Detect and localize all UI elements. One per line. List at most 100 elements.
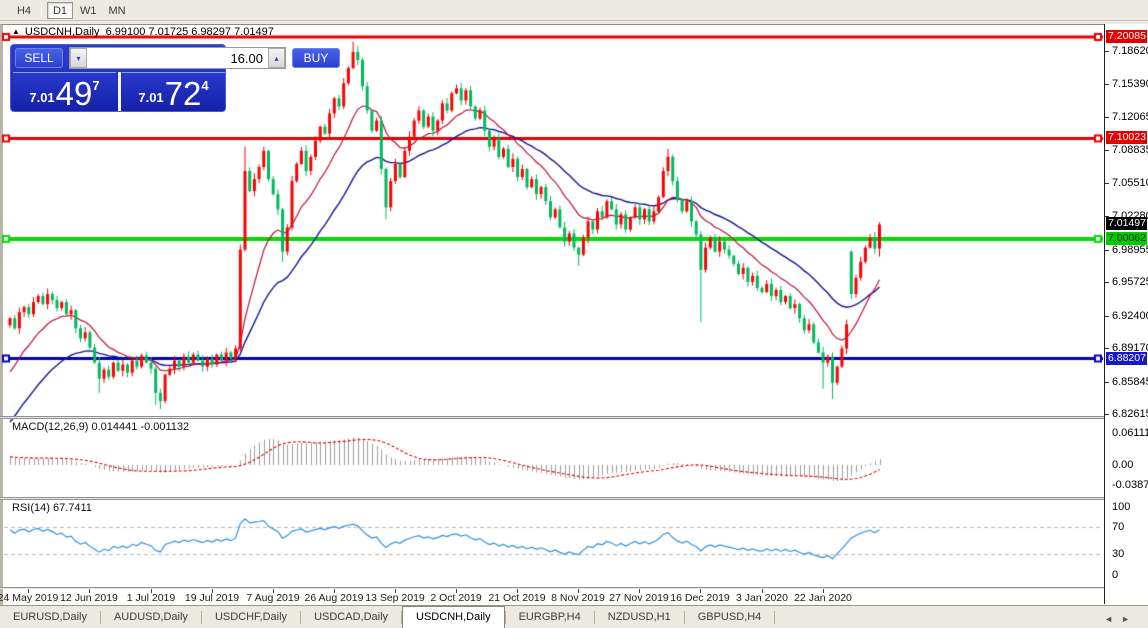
tab-usdchf-daily[interactable]: USDCHF,Daily: [214, 611, 288, 623]
buy-price-big: 72: [164, 75, 202, 112]
timeframe-button-d1[interactable]: D1: [47, 1, 73, 19]
date-label: 26 Aug 2019: [304, 592, 364, 604]
date-label: 1 Jul 2019: [126, 592, 176, 604]
price-tick-label: 7.12065: [1112, 111, 1148, 123]
date-label: 24 May 2019: [0, 592, 59, 604]
price-tick: [1105, 51, 1109, 52]
rsi-scale-label: 70: [1112, 521, 1125, 533]
price-tick-label: 6.85845: [1112, 376, 1148, 388]
price-tick: [1105, 316, 1109, 317]
date-label: 16 Dec 2019: [670, 592, 730, 604]
symbol-period-label: USDCNH,Daily: [24, 26, 100, 38]
date-axis-separator: [0, 587, 1148, 589]
price-tick-label: 6.89170: [1112, 342, 1148, 354]
symbol-collapse-icon[interactable]: ▲: [12, 27, 20, 36]
date-label: 2 Oct 2019: [430, 592, 482, 604]
tab-nzdusd-h1[interactable]: NZDUSD,H1: [607, 611, 671, 623]
buy-price-prefix: 7.01: [138, 90, 164, 105]
price-badge: 7.10023: [1106, 131, 1147, 144]
price-tick: [1105, 414, 1109, 415]
rsi-label: RSI(14) 67.7411: [12, 502, 92, 514]
rsi-pane-splitter[interactable]: [0, 497, 1148, 500]
date-tick: [823, 589, 824, 593]
tab-usdcnh-daily[interactable]: USDCNH,Daily: [402, 606, 505, 628]
date-label: 19 Jul 2019: [184, 592, 240, 604]
timeframe-button-h4[interactable]: H4: [16, 4, 32, 17]
date-tick: [334, 589, 335, 593]
date-tick: [456, 589, 457, 593]
price-tick-label: 6.82615: [1112, 408, 1148, 420]
price-tick-label: 7.05510: [1112, 177, 1148, 189]
rsi-scale-label: 0: [1112, 569, 1119, 581]
tab-gbpusd-h4[interactable]: GBPUSD,H4: [697, 611, 762, 623]
price-tick-label: 6.98955: [1112, 244, 1148, 256]
price-tick: [1105, 150, 1109, 151]
volume-input[interactable]: [87, 48, 268, 68]
price-scale[interactable]: 7.18620 7.15390 7.12065 7.08835 7.05510 7.022…: [1105, 24, 1148, 604]
macd-scale-label: 0.00: [1112, 459, 1134, 471]
chart-tab-bar: EURUSD,Daily AUDUSD,Daily USDCHF,Daily USDC…: [0, 605, 1148, 628]
macd-label: MACD(12,26,9) 0.014441 -0.001132: [12, 421, 190, 433]
price-tick-label: 6.95725: [1112, 276, 1148, 288]
macd-pane-splitter[interactable]: [0, 416, 1148, 419]
price-badge: 7.20085: [1106, 30, 1147, 43]
date-label: 27 Nov 2019: [609, 592, 669, 604]
rsi-scale-label: 100: [1112, 501, 1131, 513]
volume-increase-button[interactable]: ▴: [268, 48, 285, 68]
tab-eurusd-daily[interactable]: EURUSD,Daily: [13, 611, 87, 623]
date-tick: [395, 589, 396, 593]
date-tick: [212, 589, 213, 593]
date-tick: [639, 589, 640, 593]
price-tick: [1105, 183, 1109, 184]
date-label: 21 Oct 2019: [488, 592, 546, 604]
price-tick: [1105, 348, 1109, 349]
rsi-scale-label: 30: [1112, 548, 1125, 560]
rsi-value: 67.7411: [52, 502, 92, 514]
sell-price-tile[interactable]: 7.01 49 7: [13, 72, 116, 111]
macd-scale-label: 0.061119: [1112, 427, 1148, 439]
volume-decrease-button[interactable]: ▾: [70, 48, 87, 68]
timeframe-button-mn[interactable]: MN: [108, 4, 126, 17]
tile-divider: [117, 72, 121, 111]
date-label: 7 Aug 2019: [246, 592, 300, 604]
price-tick: [1105, 84, 1109, 85]
macd-scale-label: -0.03877: [1112, 479, 1148, 491]
tab-separator: [774, 611, 776, 624]
date-tick: [762, 589, 763, 593]
ohlc-readout: 6.99100 7.01725 6.98297 7.01497: [105, 26, 274, 38]
timeframe-button-w1[interactable]: W1: [80, 4, 97, 17]
volume-stepper: ▾ ▴: [69, 47, 286, 69]
price-badge: 7.01497: [1106, 217, 1147, 230]
buy-button[interactable]: BUY: [292, 48, 340, 68]
chart-canvas[interactable]: [0, 24, 1148, 605]
tab-separator: [300, 611, 302, 624]
price-tick: [1105, 282, 1109, 283]
buy-price-sup: 4: [201, 78, 209, 93]
tab-separator: [200, 611, 202, 624]
price-tick: [1105, 382, 1109, 383]
date-tick: [578, 589, 579, 593]
price-scale-separator: [1104, 24, 1105, 604]
tab-separator: [683, 611, 685, 624]
tab-usdcad-daily[interactable]: USDCAD,Daily: [314, 611, 389, 623]
buy-price-tile[interactable]: 7.01 72 4: [122, 72, 225, 111]
sell-price-sup: 7: [92, 78, 100, 93]
date-label: 13 Sep 2019: [365, 592, 425, 604]
chart-title: ▲ USDCNH,Daily 6.99100 7.01725 6.98297 7.…: [12, 26, 274, 38]
sell-button[interactable]: SELL: [15, 48, 63, 68]
tab-separator: [504, 611, 506, 624]
tab-scroll-arrows[interactable]: ◄►: [1104, 614, 1138, 624]
tab-audusd-daily[interactable]: AUDUSD,Daily: [113, 611, 188, 623]
tab-eurgbp-h4[interactable]: EURGBP,H4: [518, 611, 581, 623]
tab-separator: [99, 611, 101, 624]
macd-values: 0.014441 -0.001132: [91, 421, 190, 433]
date-label: 22 Jan 2020: [794, 592, 852, 604]
date-label: 3 Jan 2020: [736, 592, 788, 604]
price-badge: 6.88207: [1106, 352, 1147, 365]
price-tick: [1105, 117, 1109, 118]
date-tick: [151, 589, 152, 593]
date-tick: [700, 589, 701, 593]
timeframe-toolbar: H4 D1 W1 MN: [0, 0, 1148, 21]
